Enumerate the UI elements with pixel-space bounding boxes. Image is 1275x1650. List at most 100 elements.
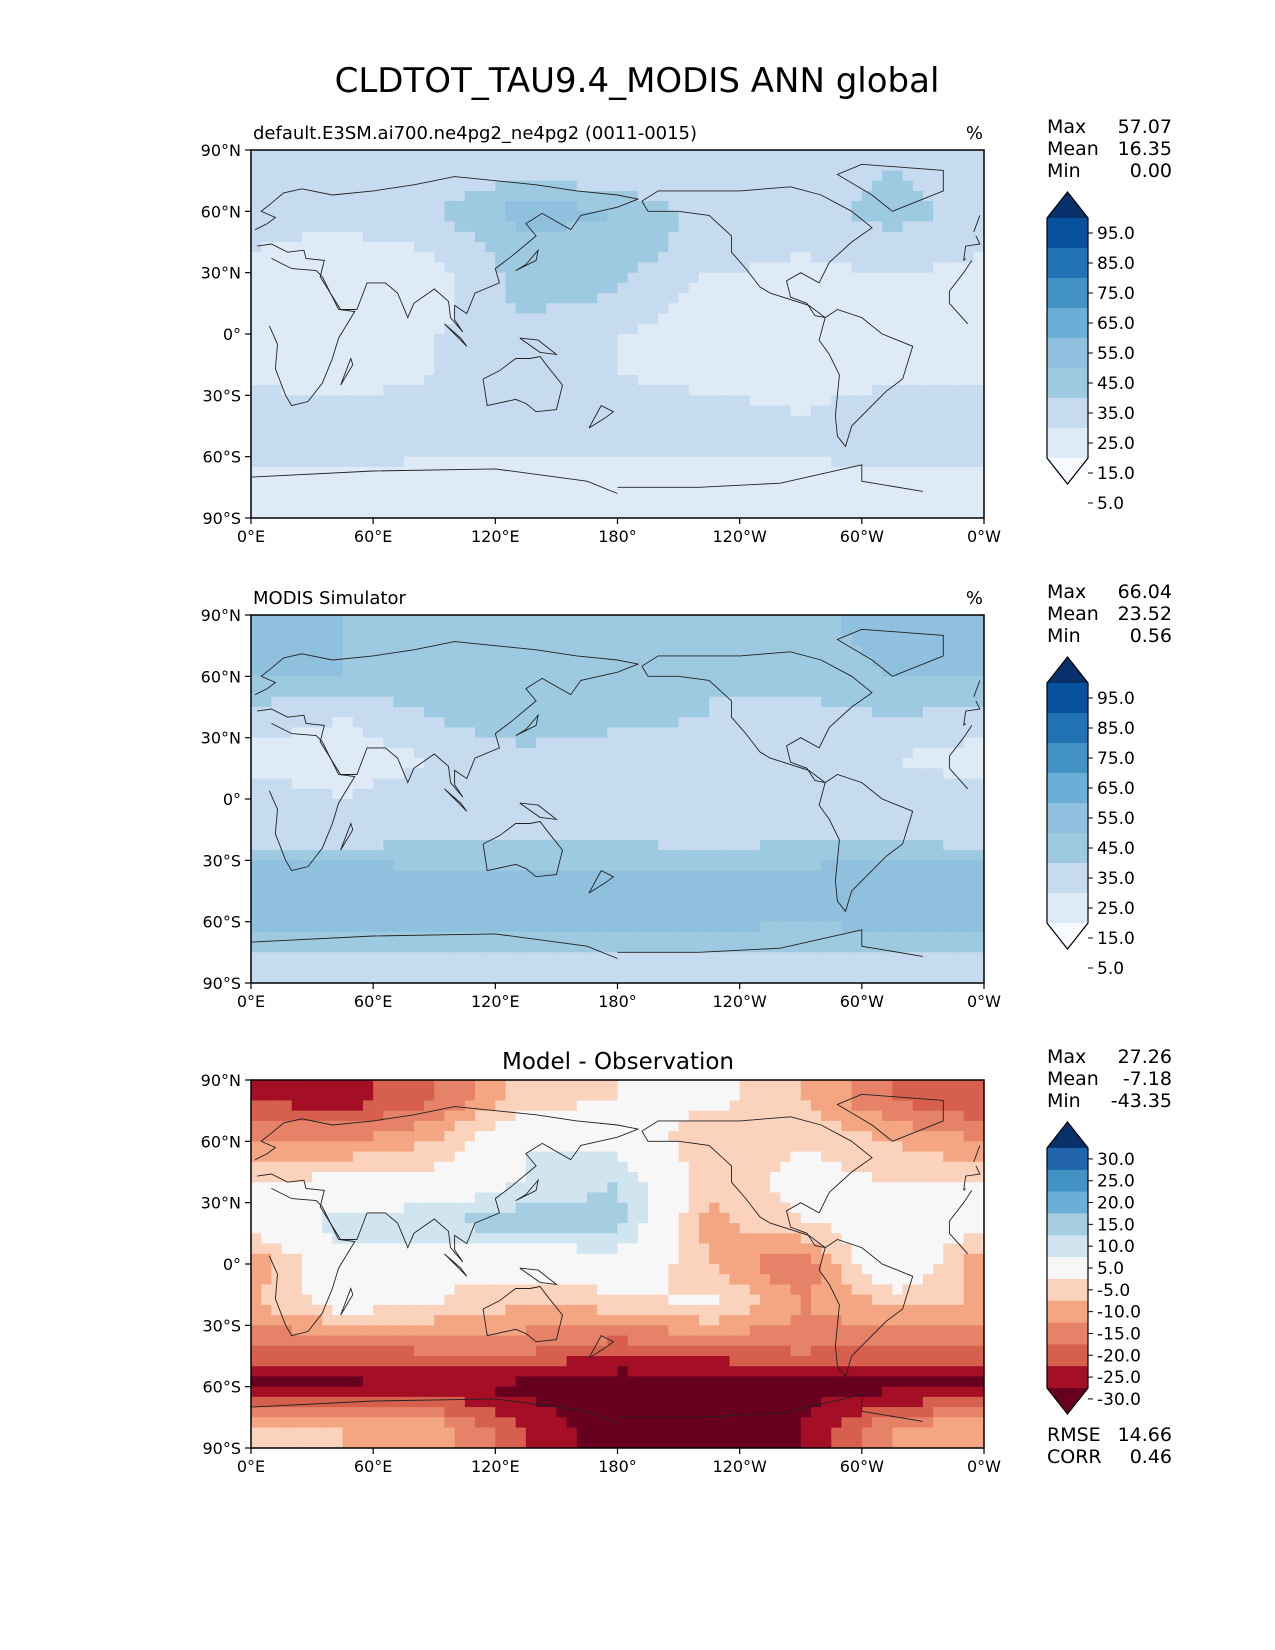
heatmap-cell xyxy=(485,615,496,626)
heatmap-cell xyxy=(973,615,984,626)
heatmap-cell xyxy=(566,160,578,172)
heatmap-cell xyxy=(525,778,537,790)
heatmap-cell xyxy=(383,334,395,345)
heatmap-cell xyxy=(678,446,690,458)
heatmap-cell xyxy=(658,313,669,325)
heatmap-cell xyxy=(566,170,578,182)
heatmap-cell xyxy=(658,870,669,882)
heatmap-cell xyxy=(709,635,720,647)
heatmap-cell xyxy=(566,758,578,769)
heatmap-cell xyxy=(607,717,619,729)
heatmap-cell xyxy=(281,323,293,335)
heatmap-cell xyxy=(861,768,873,780)
heatmap-cell xyxy=(963,334,975,345)
heatmap-cell xyxy=(617,880,629,892)
heatmap-cell xyxy=(271,829,283,841)
heatmap-cell xyxy=(872,436,883,448)
heatmap-cell xyxy=(749,676,761,688)
heatmap-cell xyxy=(770,696,781,708)
heatmap-cell xyxy=(393,676,405,688)
heatmap-cell xyxy=(424,686,435,698)
heatmap-cell xyxy=(749,221,761,233)
heatmap-cell xyxy=(770,354,781,366)
heatmap-cell xyxy=(495,819,507,831)
heatmap-cell xyxy=(536,190,547,202)
heatmap-cell xyxy=(719,436,731,448)
heatmap-cell xyxy=(291,313,303,325)
heatmap-cell xyxy=(525,747,537,759)
heatmap-cell xyxy=(709,272,720,284)
heatmap-cell xyxy=(271,354,283,366)
heatmap-cell xyxy=(637,272,649,284)
heatmap-cell xyxy=(291,385,303,396)
heatmap-cell xyxy=(882,303,893,315)
heatmap-cell xyxy=(434,180,446,192)
heatmap-cell xyxy=(770,364,781,376)
heatmap-cell xyxy=(444,160,456,172)
heatmap-cell xyxy=(912,880,924,892)
heatmap-cell xyxy=(963,466,975,478)
heatmap-cell xyxy=(464,707,476,718)
heatmap-cell xyxy=(729,931,741,943)
heatmap-cell xyxy=(525,758,537,769)
heatmap-cell xyxy=(373,829,384,841)
heatmap-cell xyxy=(719,354,731,366)
heatmap-cell xyxy=(729,456,741,468)
heatmap-cell xyxy=(749,323,761,335)
heatmap-cell xyxy=(851,374,863,386)
heatmap-cell xyxy=(322,707,334,718)
heatmap-cell xyxy=(902,385,914,396)
heatmap-cell xyxy=(810,931,822,943)
heatmap-cell xyxy=(688,891,700,902)
heatmap-cell xyxy=(688,921,700,933)
heatmap-cell xyxy=(403,788,415,800)
heatmap-cell xyxy=(739,686,751,698)
heatmap-cell xyxy=(312,446,323,458)
heatmap-cell xyxy=(413,293,425,304)
heatmap-cell xyxy=(454,150,466,161)
heatmap-cell xyxy=(892,477,904,488)
heatmap-cell xyxy=(821,676,832,688)
heatmap-cell xyxy=(261,635,272,647)
heatmap-cell xyxy=(566,282,578,294)
x-tick-label: 180° xyxy=(598,527,637,546)
heatmap-cell xyxy=(749,788,761,800)
heatmap-cell xyxy=(495,860,507,872)
heatmap-cell xyxy=(586,615,598,626)
heatmap-cell xyxy=(963,374,975,386)
heatmap-cell xyxy=(698,323,710,335)
heatmap-cell xyxy=(963,655,975,667)
heatmap-cell xyxy=(301,334,313,345)
heatmap-cell xyxy=(841,666,853,677)
heatmap-cell xyxy=(597,758,608,769)
heatmap-cell xyxy=(342,446,354,458)
heatmap-cell xyxy=(566,252,578,264)
heatmap-cell xyxy=(617,891,629,902)
heatmap-cell xyxy=(709,850,720,861)
heatmap-cell xyxy=(586,221,598,233)
heatmap-cell xyxy=(688,778,700,790)
heatmap-cell xyxy=(648,415,659,427)
heatmap-cell xyxy=(413,344,425,356)
heatmap-cell xyxy=(485,747,496,759)
heatmap-cell xyxy=(301,252,313,264)
heatmap-cell xyxy=(515,201,527,212)
heatmap-cell xyxy=(251,507,262,518)
heatmap-cell xyxy=(485,788,496,800)
heatmap-cell xyxy=(607,456,619,468)
heatmap-cell xyxy=(872,666,883,677)
heatmap-cell xyxy=(566,180,578,192)
heatmap-cell xyxy=(831,645,843,657)
stat-mean-label: Mean xyxy=(1047,138,1099,160)
heatmap-cell xyxy=(362,436,374,448)
colorbar-segment xyxy=(1047,218,1088,249)
heatmap-cell xyxy=(383,415,395,427)
heatmap-cell xyxy=(933,707,944,718)
heatmap-cell xyxy=(637,405,649,417)
heatmap-cell xyxy=(485,666,496,677)
heatmap-cell xyxy=(586,707,598,718)
heatmap-cell xyxy=(474,778,486,790)
heatmap-cell xyxy=(719,615,731,626)
heatmap-cell xyxy=(912,344,924,356)
heatmap-cell xyxy=(403,850,415,861)
